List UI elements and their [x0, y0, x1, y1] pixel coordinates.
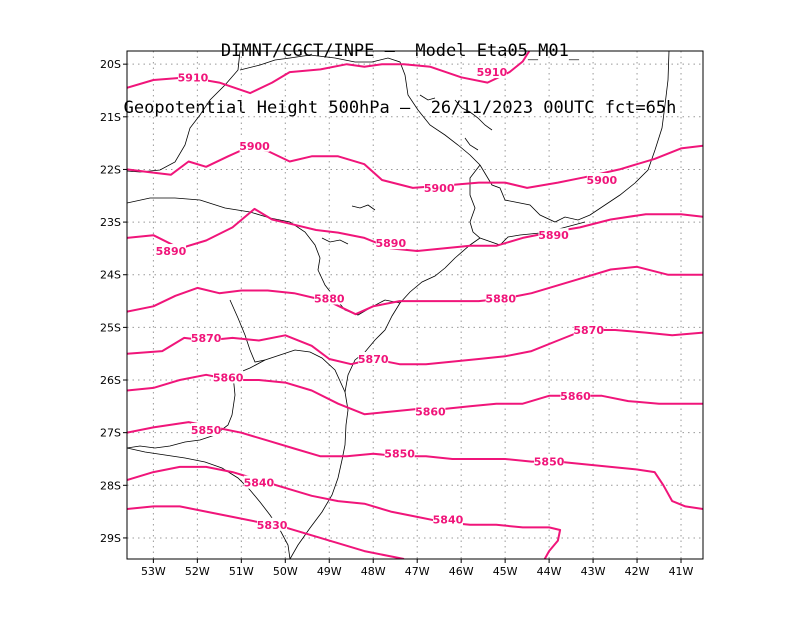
contour-labels: 5910 5910 5900 5900 5900 5890 5890 5890 5880 5880…	[156, 65, 618, 532]
y-tick-label: 26S	[100, 374, 121, 387]
contour-label: 5890	[538, 229, 569, 242]
contour-label: 5900	[424, 182, 455, 195]
y-tick-label: 29S	[100, 532, 121, 545]
contour-label-bg	[257, 517, 288, 531]
x-tick-label: 44W	[537, 565, 562, 578]
contour-label: 5850	[534, 456, 565, 469]
contour-label-bg	[314, 291, 345, 305]
contour-label: 5910	[178, 71, 209, 84]
contour-label: 5860	[415, 406, 446, 419]
contour-label-bg	[155, 244, 186, 258]
contour-label-bg	[573, 323, 604, 337]
contour-label-bg	[586, 172, 617, 186]
contour-label-bg	[538, 228, 569, 242]
contour-label-bg	[534, 454, 565, 468]
y-tick-label: 21S	[100, 111, 121, 124]
y-tick-label: 28S	[100, 479, 121, 492]
map-frame	[126, 50, 704, 560]
contour-label: 5870	[573, 324, 604, 337]
x-tick-label: 50W	[273, 565, 298, 578]
contour-label: 5910	[477, 66, 508, 79]
y-tick-label: 27S	[100, 427, 121, 440]
contour-label: 5870	[191, 332, 222, 345]
contour-label-bg	[415, 404, 446, 418]
contour-label-bg	[432, 512, 463, 526]
contour-label-bg	[424, 180, 455, 194]
contour-5850	[127, 421, 703, 510]
contour-5910	[127, 51, 531, 95]
axis-ticks: 53W 52W 51W 50W 49W 48W 47W 46W 45W 44W 43W 42W 41W 2…	[100, 58, 694, 578]
contour-label-bg	[476, 65, 507, 79]
santa-catarina-border	[127, 349, 346, 449]
contour-label: 5890	[156, 245, 187, 258]
coastal-islands	[321, 94, 493, 245]
contour-label: 5840	[433, 514, 464, 527]
contour-label-bg	[191, 330, 222, 344]
rio-grande-do-sul-border	[127, 447, 291, 559]
contour-label-bg	[358, 351, 389, 365]
contour-label-bg	[239, 138, 270, 152]
contour-label: 5870	[358, 353, 389, 366]
lat-lon-grid	[127, 51, 703, 559]
contour-label: 5900	[239, 140, 270, 153]
y-tick-label: 23S	[100, 216, 121, 229]
contour-label-bg	[213, 370, 244, 384]
x-tick-label: 45W	[493, 565, 518, 578]
x-tick-label: 42W	[625, 565, 650, 578]
x-tick-label: 52W	[185, 565, 210, 578]
contour-label-bg	[191, 423, 222, 437]
contour-label: 5860	[560, 390, 591, 403]
x-tick-label: 41W	[669, 565, 694, 578]
contour-5880	[127, 265, 703, 316]
map-title: DIMNT/CGCT/INPE – Model Eta05_M01_ Geopo…	[0, 4, 800, 137]
contour-label-bg	[243, 475, 274, 489]
x-tick-label: 46W	[449, 565, 474, 578]
contour-label: 5850	[191, 424, 222, 437]
contour-label: 5880	[314, 292, 345, 305]
contour-label-bg	[177, 70, 208, 84]
contour-5890	[127, 207, 703, 252]
y-tick-label: 22S	[100, 163, 121, 176]
y-tick-label: 24S	[100, 269, 121, 282]
y-tick-label: 25S	[100, 321, 121, 334]
contour-label: 5850	[384, 448, 415, 461]
contour-label: 5890	[376, 237, 407, 250]
brazil-coastline	[479, 51, 670, 223]
contour-label: 5830	[257, 519, 288, 532]
x-tick-label: 49W	[317, 565, 342, 578]
contour-label-bg	[375, 236, 406, 250]
y-tick-label: 20S	[100, 58, 121, 71]
x-tick-label: 51W	[229, 565, 254, 578]
paraguay-border	[229, 299, 266, 363]
contour-label-bg	[384, 446, 415, 460]
contour-label: 5860	[213, 371, 244, 384]
inland-border-north	[127, 51, 481, 173]
contour-label-bg	[485, 291, 516, 305]
contour-label: 5900	[587, 174, 618, 187]
x-tick-label: 48W	[361, 565, 386, 578]
x-tick-label: 53W	[141, 565, 166, 578]
x-tick-label: 47W	[405, 565, 430, 578]
title-line-2: Geopotential Height 500hPa – 26/11/2023 …	[123, 98, 677, 118]
x-tick-label: 43W	[581, 565, 606, 578]
contour-label: 5880	[485, 292, 516, 305]
contour-label-bg	[560, 388, 591, 402]
contour-5830	[127, 505, 405, 559]
contour-lines	[127, 51, 703, 559]
coastline-and-borders	[127, 51, 670, 559]
contour-label: 5840	[244, 477, 275, 490]
contour-5840	[127, 465, 562, 559]
